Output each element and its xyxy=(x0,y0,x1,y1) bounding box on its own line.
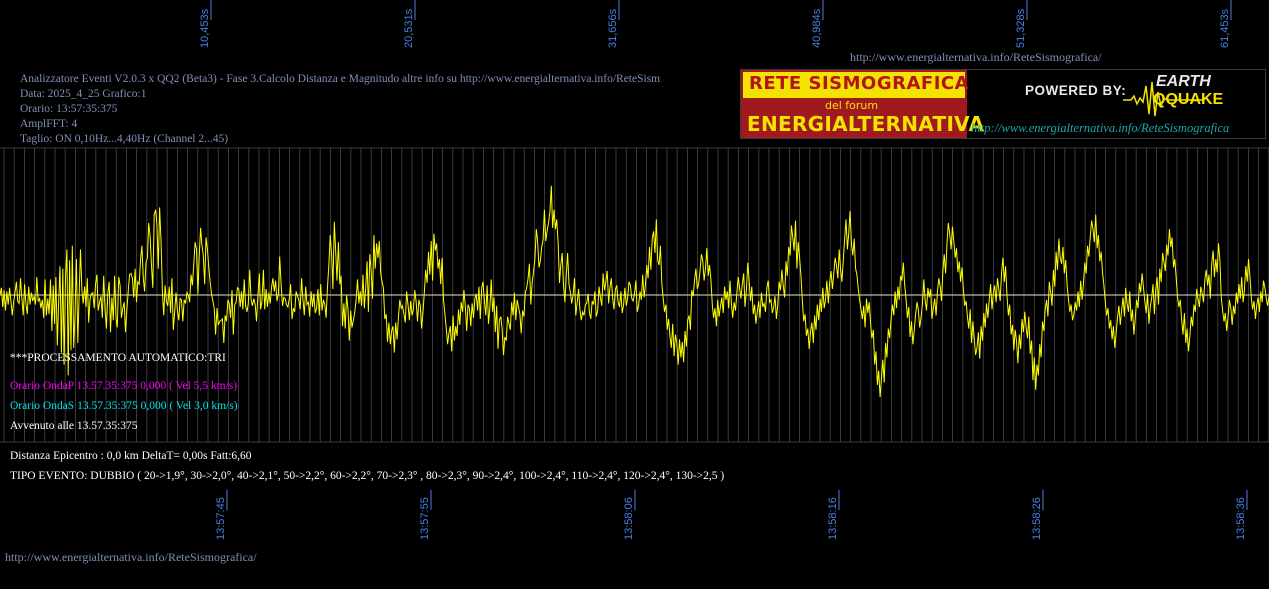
date-line: Data: 2025_4_25 Grafico:1 xyxy=(20,88,147,100)
time-line: Orario: 13:57:35:375 xyxy=(20,103,118,115)
processing-status: ***PROCESSAMENTO AUTOMATICO:TRI xyxy=(10,352,226,364)
top-tick-label: 40,984s xyxy=(811,8,823,48)
event-time: Avvenuto alle 13.57.35:375 xyxy=(10,420,138,432)
bottom-tick-label: 13:57:55 xyxy=(419,497,431,540)
event-type: TIPO EVENTO: DUBBIO ( 20->1,9°, 30->2,0°… xyxy=(10,470,725,482)
bottom-tick-label: 13:58:16 xyxy=(827,497,839,540)
logo-earth: EARTH xyxy=(1156,73,1211,90)
logo-title: RETE SISMOGRAFICA xyxy=(749,73,970,94)
top-tick-label: 10,453s xyxy=(199,8,211,48)
epicenter-distance: Distanza Epicentro : 0,0 km DeltaT= 0,00… xyxy=(10,450,252,462)
title-line: Analizzatore Eventi V2.0.3 x QQ2 (Beta3)… xyxy=(20,73,661,85)
logo-subtitle: del forum xyxy=(825,99,879,112)
logo-forum-name: ENERGIALTERNATIVA xyxy=(747,112,985,136)
bottom-tick-label: 13:58:36 xyxy=(1235,497,1247,540)
top-tick-label: 31,656s xyxy=(607,8,619,48)
ampl-line: AmplFFT: 4 xyxy=(20,118,78,130)
logo-url[interactable]: http://www.energialternativa.info/ReteSi… xyxy=(971,121,1230,135)
top-tick-label: 20,531s xyxy=(403,8,415,48)
bottom-time-axis: 13:57:45 13:57:55 13:58:06 13:58:16 13:58:26… xyxy=(215,490,1248,540)
logo-yellow-band xyxy=(743,72,965,98)
seismic-trace xyxy=(0,185,1269,398)
p-wave-time: Orario OndaP 13.57.35:375 0,000 ( Vel 5,… xyxy=(10,380,238,392)
s-wave-time: Orario OndaS 13.57.35:375 0,000 ( Vel 3,… xyxy=(10,400,238,412)
logo-powered-by: POWERED BY: xyxy=(1025,83,1127,98)
rete-sismografica-logo[interactable]: RETE SISMOGRAFICA del forum ENERGIALTERN… xyxy=(740,69,1266,139)
seismogram-icon xyxy=(1123,81,1203,117)
bottom-tick-label: 13:58:26 xyxy=(1031,497,1043,540)
bottom-url[interactable]: http://www.energialternativa.info/ReteSi… xyxy=(5,550,257,564)
bottom-tick-label: 13:57:45 xyxy=(215,497,227,540)
top-elapsed-axis: 10,453s 20,531s 31,656s 40,984s 51,328s 61,45… xyxy=(199,0,1232,48)
top-tick-label: 61,453s xyxy=(1219,8,1231,48)
filter-line: Taglio: ON 0,10Hz...4,40Hz (Channel 2...… xyxy=(20,133,229,145)
top-url[interactable]: http://www.energialternativa.info/ReteSi… xyxy=(850,50,1102,64)
bottom-tick-label: 13:58:06 xyxy=(623,497,635,540)
top-tick-label: 51,328s xyxy=(1015,8,1027,48)
logo-qquake: QQUAKE xyxy=(1153,91,1224,108)
